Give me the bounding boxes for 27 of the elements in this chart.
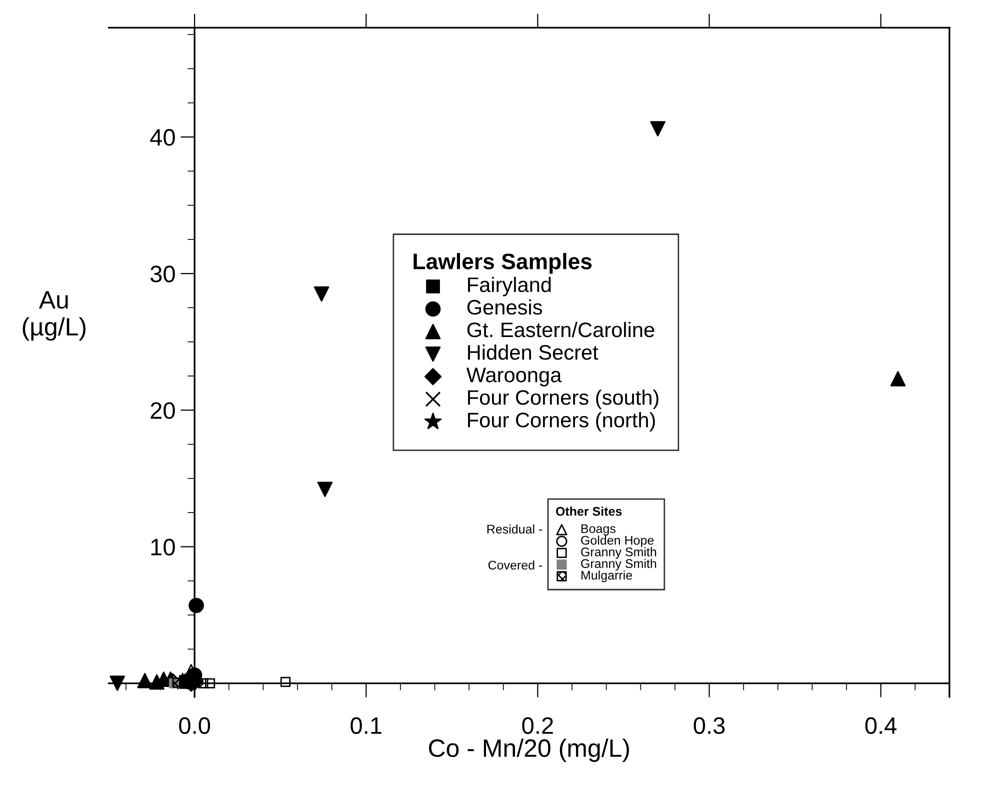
legend-label: Fairyland bbox=[468, 276, 551, 296]
legend-label: Granny Smith bbox=[581, 547, 656, 559]
legend-label: Boags bbox=[582, 524, 616, 536]
text: Other Sites bbox=[556, 506, 622, 516]
legend-label: Mulgarrie bbox=[582, 570, 632, 582]
legend-label: Gt. Eastern/Caroline bbox=[467, 322, 654, 338]
legend-label: Genesis bbox=[467, 299, 542, 315]
legend-label: Golden Hope bbox=[581, 536, 654, 548]
legend-label: Granny Smith bbox=[581, 558, 656, 570]
legend-label: Waroonga bbox=[466, 368, 562, 386]
annotation: Covered - bbox=[488, 560, 542, 570]
x-tick-label: 0.2 bbox=[522, 717, 553, 734]
y-axis-title: Au (µg/L) bbox=[22, 291, 86, 341]
x-axis-title: Co - Mn/20 (mg/L) bbox=[428, 738, 629, 762]
text: Lawlers Samples bbox=[414, 252, 592, 274]
legend-label: Four Corners (north) bbox=[468, 412, 655, 432]
x-tick-label: 0.4 bbox=[865, 717, 897, 734]
legend-label: Hidden Secret bbox=[468, 344, 598, 360]
y-tick-label: 30 bbox=[150, 266, 175, 282]
x-tick-label: 0.3 bbox=[694, 717, 725, 734]
y-tick-label: 40 bbox=[150, 129, 175, 146]
annotation: Residual - bbox=[487, 524, 542, 534]
x-tick-label: 0.1 bbox=[350, 717, 382, 734]
legend-label: Four Corners (south) bbox=[468, 390, 658, 409]
y-tick-label: 10 bbox=[151, 538, 175, 556]
y-tick-label: 20 bbox=[150, 402, 175, 419]
x-tick-label: 0.0 bbox=[179, 717, 210, 734]
